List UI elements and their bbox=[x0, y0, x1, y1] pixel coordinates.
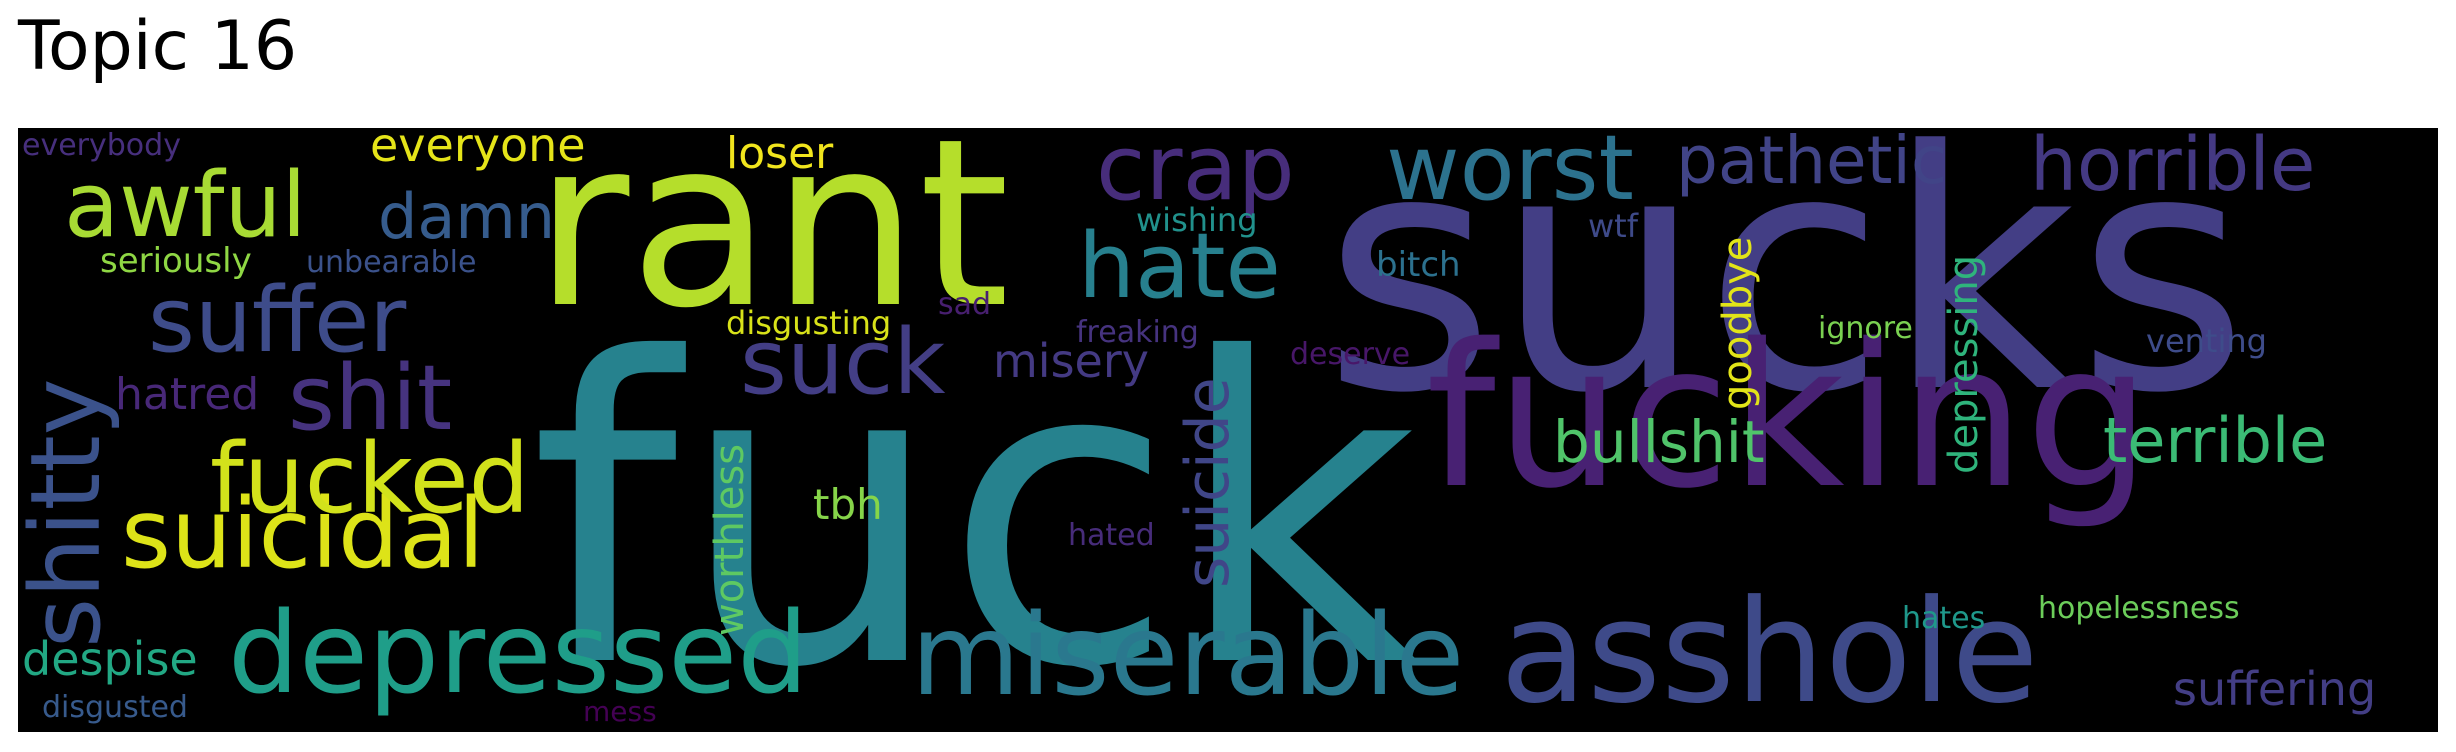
word-despise: despise bbox=[22, 632, 198, 686]
word-freaking: freaking bbox=[1076, 315, 1199, 350]
word-hopelessness: hopelessness bbox=[2038, 591, 2240, 626]
word-worst: worst bbox=[1386, 128, 1634, 221]
word-loser: loser bbox=[726, 128, 834, 179]
word-awful: awful bbox=[64, 153, 307, 258]
word-miserable: miserable bbox=[911, 591, 1465, 721]
word-worthless: worthless bbox=[707, 443, 753, 636]
word-suicide: suicide bbox=[1173, 377, 1243, 588]
word-misery: misery bbox=[993, 334, 1149, 388]
word-cloud: fuck sucks rant fucking asshole miserabl… bbox=[18, 128, 2438, 732]
word-unbearable: unbearable bbox=[306, 245, 477, 280]
word-disgusted: disgusted bbox=[42, 690, 188, 725]
word-venting: venting bbox=[2146, 322, 2267, 360]
word-sucks: sucks bbox=[1323, 128, 2249, 465]
word-fuck: fuck bbox=[530, 271, 1419, 732]
word-hates: hates bbox=[1902, 601, 1986, 636]
word-hated: hated bbox=[1068, 518, 1155, 553]
word-shitty: shitty bbox=[18, 378, 122, 648]
word-bullshit: bullshit bbox=[1553, 408, 1765, 476]
word-suicidal: suicidal bbox=[121, 478, 485, 590]
word-suffer: suffer bbox=[148, 268, 407, 373]
word-tbh: tbh bbox=[813, 480, 883, 529]
word-seriously: seriously bbox=[100, 241, 252, 281]
word-wtf: wtf bbox=[1588, 207, 1638, 245]
word-hate: hate bbox=[1078, 214, 1281, 319]
word-fucked: fucked bbox=[210, 423, 530, 535]
word-everyone: everyone bbox=[370, 128, 586, 172]
word-ignore: ignore bbox=[1818, 311, 1913, 346]
word-goodbye: goodbye bbox=[1715, 236, 1761, 410]
word-deserve: deserve bbox=[1290, 337, 1411, 372]
word-suffering: suffering bbox=[2173, 662, 2377, 716]
word-wishing: wishing bbox=[1136, 201, 1258, 239]
word-depressing: depressing bbox=[1941, 254, 1987, 474]
word-terrible: terrible bbox=[2103, 404, 2328, 477]
word-pathetic: pathetic bbox=[1676, 128, 1948, 199]
word-everybody: everybody bbox=[22, 128, 181, 163]
word-suck: suck bbox=[740, 310, 946, 415]
figure-title: Topic 16 bbox=[18, 7, 298, 86]
word-depressed: depressed bbox=[228, 589, 809, 719]
word-damn: damn bbox=[378, 180, 556, 253]
word-crap: crap bbox=[1096, 128, 1295, 221]
word-fucking: fucking bbox=[1426, 301, 2151, 532]
word-sad: sad bbox=[938, 287, 992, 322]
word-shit: shit bbox=[288, 346, 453, 451]
word-bitch: bitch bbox=[1376, 245, 1461, 285]
word-rant: rant bbox=[534, 128, 1010, 359]
word-hatred: hatred bbox=[115, 369, 260, 420]
word-mess: mess bbox=[583, 695, 657, 728]
word-disgusting: disgusting bbox=[726, 304, 892, 342]
word-horrible: horrible bbox=[2030, 128, 2316, 208]
word-asshole: asshole bbox=[1500, 570, 2039, 732]
